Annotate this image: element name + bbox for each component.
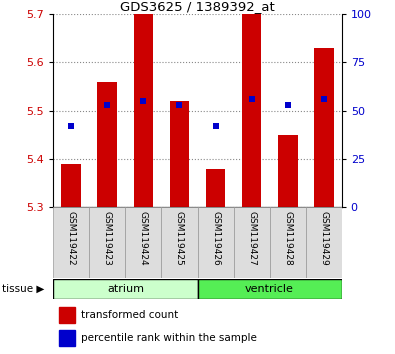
Text: GSM119427: GSM119427 bbox=[247, 211, 256, 266]
Text: atrium: atrium bbox=[107, 284, 144, 294]
Bar bbox=[169, 101, 189, 207]
Text: GSM119426: GSM119426 bbox=[211, 211, 220, 266]
Bar bbox=[278, 135, 297, 207]
Bar bbox=[306, 207, 342, 278]
Text: ventricle: ventricle bbox=[245, 284, 294, 294]
Bar bbox=[59, 307, 75, 323]
Bar bbox=[162, 207, 198, 278]
Text: GSM119425: GSM119425 bbox=[175, 211, 184, 266]
Text: percentile rank within the sample: percentile rank within the sample bbox=[81, 333, 257, 343]
Bar bbox=[53, 279, 198, 299]
Bar bbox=[59, 330, 75, 346]
Bar bbox=[134, 14, 153, 207]
Text: GSM119424: GSM119424 bbox=[139, 211, 148, 265]
Text: GSM119423: GSM119423 bbox=[103, 211, 112, 266]
Bar bbox=[53, 207, 89, 278]
Bar bbox=[314, 48, 333, 207]
Text: GSM119429: GSM119429 bbox=[319, 211, 328, 266]
Text: GSM119422: GSM119422 bbox=[67, 211, 76, 265]
Bar bbox=[89, 207, 126, 278]
Text: GSM119428: GSM119428 bbox=[283, 211, 292, 266]
Bar bbox=[270, 207, 306, 278]
Text: tissue ▶: tissue ▶ bbox=[2, 284, 44, 294]
Bar bbox=[62, 164, 81, 207]
Text: transformed count: transformed count bbox=[81, 310, 178, 320]
Bar bbox=[198, 207, 233, 278]
Bar bbox=[126, 207, 162, 278]
Bar bbox=[233, 207, 270, 278]
Bar bbox=[206, 169, 226, 207]
Title: GDS3625 / 1389392_at: GDS3625 / 1389392_at bbox=[120, 0, 275, 13]
Bar bbox=[242, 14, 261, 207]
Bar bbox=[98, 82, 117, 207]
Bar bbox=[198, 279, 342, 299]
